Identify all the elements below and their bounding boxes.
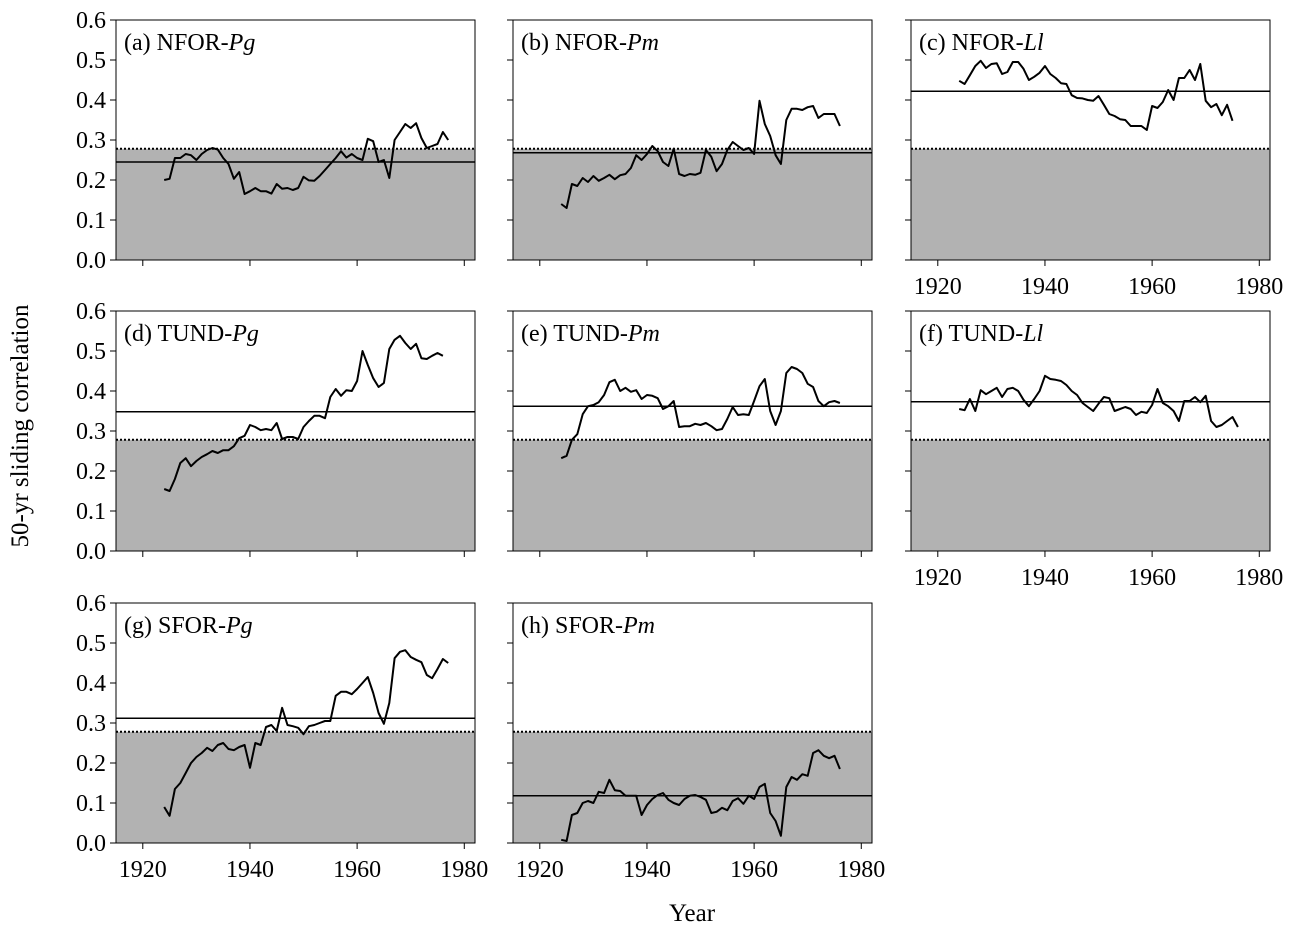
panel-a: 0.0 0.1 0.2 0.3 0.4 0.5 0.6 (a) NFOR-Pg — [76, 8, 476, 274]
y-tick-label: 0.5 — [76, 48, 106, 74]
panel-d: 0.0 0.1 0.2 0.3 0.4 0.5 0.6 (d) TUND-Pg — [76, 299, 476, 565]
y-tick-label: 0.3 — [76, 419, 106, 445]
non-significant-region — [911, 439, 1270, 551]
panel-title: (d) TUND-Pg — [124, 321, 259, 347]
panel-title-taxon: Pm — [626, 30, 659, 56]
panels-group: 0.00.10.20.30.40.50.6(a) NFOR-Pg (b) NFOR… — [76, 8, 1283, 883]
y-tick-label: 0.0 — [76, 831, 106, 857]
non-significant-region — [513, 439, 872, 551]
sliding-correlation-series — [560, 99, 841, 209]
panel-title: (f) TUND-Ll — [919, 321, 1044, 347]
x-tick-label: 1940 — [226, 857, 274, 883]
panel-title-taxon: Ll — [1023, 30, 1044, 56]
panel-title-prefix: (b) NFOR- — [521, 30, 627, 56]
x-tick-label: 1960 — [730, 857, 778, 883]
non-significant-region — [513, 731, 872, 843]
y-tick-label: 0.3 — [76, 128, 106, 154]
sliding-correlation-series — [163, 334, 444, 492]
sliding-correlation-series — [163, 122, 450, 195]
x-tick-label: 1980 — [837, 857, 885, 883]
y-tick-label: 0.2 — [76, 168, 106, 194]
y-tick-label: 0.1 — [76, 791, 106, 817]
panel-title: (h) SFOR-Pm — [521, 613, 655, 639]
non-significant-region — [116, 148, 475, 260]
sliding-correlation-series — [958, 374, 1239, 428]
x-tick-label: 1940 — [623, 857, 671, 883]
sliding-correlation-series — [560, 749, 841, 842]
y-tick-label: 0.0 — [76, 539, 106, 565]
non-significant-region — [116, 439, 475, 551]
y-tick-label: 0.0 — [76, 248, 106, 274]
x-tick-label: 1940 — [1021, 274, 1069, 300]
panel-title-prefix: (g) SFOR- — [124, 613, 226, 639]
panel-e: (e) TUND-Pm — [507, 310, 873, 557]
sliding-correlation-series — [163, 649, 449, 817]
y-tick-label: 0.6 — [76, 591, 106, 617]
panel-title-taxon: Pm — [622, 613, 655, 639]
panel-title: (c) NFOR-Ll — [919, 30, 1044, 56]
x-tick-label: 1960 — [1128, 565, 1176, 591]
sliding-correlation-series — [958, 59, 1234, 131]
panel-title-prefix: (e) TUND- — [521, 321, 628, 347]
panel-title-prefix: (c) NFOR- — [919, 30, 1024, 56]
panel-title-taxon: Pg — [228, 30, 256, 56]
panel-title-taxon: Pm — [627, 321, 660, 347]
panel-title: (g) SFOR-Pg — [124, 613, 253, 639]
y-tick-label: 0.1 — [76, 208, 106, 234]
x-tick-label: 1920 — [914, 274, 962, 300]
x-tick-label: 1980 — [440, 857, 488, 883]
x-tick-label: 1960 — [1128, 274, 1176, 300]
panel-title: (e) TUND-Pm — [521, 321, 660, 347]
x-tick-label: 1980 — [1235, 274, 1283, 300]
y-tick-label: 0.4 — [76, 671, 106, 697]
x-tick-label: 1940 — [1021, 565, 1069, 591]
y-tick-label: 0.2 — [76, 459, 106, 485]
non-significant-region — [513, 148, 872, 260]
x-tick-label: 1980 — [1235, 565, 1283, 591]
y-tick-label: 0.2 — [76, 751, 106, 777]
panel-title-prefix: (h) SFOR- — [521, 613, 623, 639]
panel-title-taxon: Pg — [225, 613, 253, 639]
sliding-correlation-series — [560, 366, 841, 460]
panel-title-prefix: (a) NFOR- — [124, 30, 229, 56]
y-tick-label: 0.1 — [76, 499, 106, 525]
panel-title: (b) NFOR-Pm — [521, 30, 659, 56]
x-tick-label: 1920 — [119, 857, 167, 883]
y-tick-label: 0.3 — [76, 711, 106, 737]
panel-title-prefix: (f) TUND- — [919, 321, 1023, 347]
x-tick-label: 1920 — [516, 857, 564, 883]
panel-b: (b) NFOR-Pm — [507, 19, 873, 266]
panel-title-taxon: Pg — [231, 321, 259, 347]
panel-h: 1920 1940 1960 1980 (h) SFOR-Pm — [507, 602, 885, 883]
x-tick-label: 1920 — [914, 565, 962, 591]
y-tick-label: 0.6 — [76, 299, 106, 325]
panel-f: 1920 1940 1960 1980 (f) TUND-Ll — [905, 310, 1283, 591]
panel-title-taxon: Ll — [1022, 321, 1043, 347]
panel-c: 1920 1940 1960 1980 (c) NFOR-Ll — [905, 19, 1283, 300]
panel-title: (a) NFOR-Pg — [124, 30, 255, 56]
panel-g: 0.0 0.1 0.2 0.3 0.4 0.5 0.6 1920 1940 1960 1980 (g)… — [76, 591, 488, 883]
y-tick-label: 0.4 — [76, 379, 106, 405]
y-axis-label: 50-yr sliding correlation — [7, 304, 34, 547]
y-tick-label: 0.5 — [76, 631, 106, 657]
panel-title-prefix: (d) TUND- — [124, 321, 232, 347]
x-tick-label: 1960 — [333, 857, 381, 883]
non-significant-region — [911, 148, 1270, 260]
y-tick-label: 0.6 — [76, 8, 106, 34]
non-significant-region — [116, 731, 475, 843]
x-axis-label: Year — [669, 900, 716, 926]
y-tick-label: 0.4 — [76, 88, 106, 114]
y-tick-label: 0.5 — [76, 339, 106, 365]
